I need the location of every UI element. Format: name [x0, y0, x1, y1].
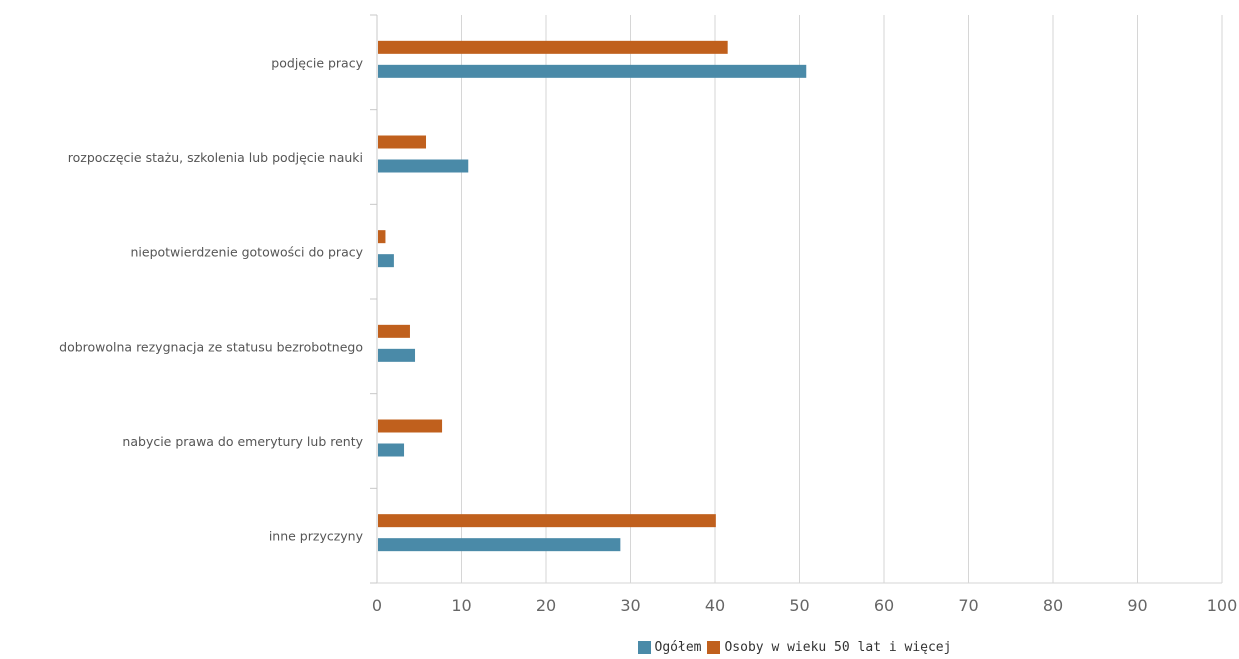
- x-tick-labels: 0 10 20 30 40 50 60 70 80 90 100: [372, 596, 1237, 615]
- bar-ogolem-2[interactable]: [378, 254, 394, 268]
- y-axis: [370, 14, 1222, 584]
- category-label-5: inne przyczyny: [269, 529, 364, 544]
- x-tick-label-50: 50: [789, 596, 809, 615]
- grid-lines: [461, 15, 1223, 583]
- x-tick-label-30: 30: [620, 596, 640, 615]
- category-label-0: podjęcie pracy: [271, 55, 363, 70]
- bar-ogolem-3[interactable]: [378, 348, 416, 362]
- x-tick-label-20: 20: [536, 596, 556, 615]
- bars: [378, 40, 807, 552]
- x-tick-label-10: 10: [451, 596, 471, 615]
- category-label-1: rozpoczęcie stażu, szkolenia lub podjęci…: [68, 150, 363, 165]
- bar-50plus-4[interactable]: [378, 419, 443, 433]
- legend-swatch-50plus: [707, 641, 721, 654]
- category-label-3: dobrowolna rezygnacja ze statusu bezrobo…: [59, 339, 363, 354]
- x-tick-label-70: 70: [958, 596, 978, 615]
- bar-ogolem-0[interactable]: [378, 64, 807, 78]
- x-tick-label-80: 80: [1043, 596, 1063, 615]
- x-tick-label-0: 0: [372, 596, 382, 615]
- bar-ogolem-1[interactable]: [378, 159, 469, 173]
- legend-label-ogolem: Ogółem: [654, 640, 702, 655]
- bar-50plus-5[interactable]: [378, 514, 716, 528]
- legend-label-50plus: Osoby w wieku 50 lat i więcej: [724, 640, 952, 655]
- bar-ogolem-4[interactable]: [378, 443, 405, 457]
- legend-item-50plus[interactable]: Osoby w wieku 50 lat i więcej: [707, 640, 951, 655]
- x-tick-label-90: 90: [1127, 596, 1147, 615]
- legend-swatch-ogolem: [637, 641, 651, 654]
- category-label-2: niepotwierdzenie gotowości do pracy: [130, 245, 363, 260]
- bar-50plus-1[interactable]: [378, 135, 427, 149]
- bar-50plus-3[interactable]: [378, 324, 410, 338]
- category-labels: podjęcie pracy rozpoczęcie stażu, szkolen…: [59, 55, 363, 543]
- bar-50plus-0[interactable]: [378, 40, 728, 54]
- legend-item-ogolem[interactable]: Ogółem: [637, 640, 702, 655]
- legend: Ogółem Osoby w wieku 50 lat i więcej: [175, 640, 1239, 655]
- x-tick-label-60: 60: [874, 596, 894, 615]
- x-tick-label-100: 100: [1207, 596, 1238, 615]
- bar-50plus-2[interactable]: [378, 230, 386, 244]
- x-tick-label-40: 40: [705, 596, 725, 615]
- bar-ogolem-5[interactable]: [378, 538, 621, 552]
- category-label-4: nabycie prawa do emerytury lub renty: [122, 434, 363, 449]
